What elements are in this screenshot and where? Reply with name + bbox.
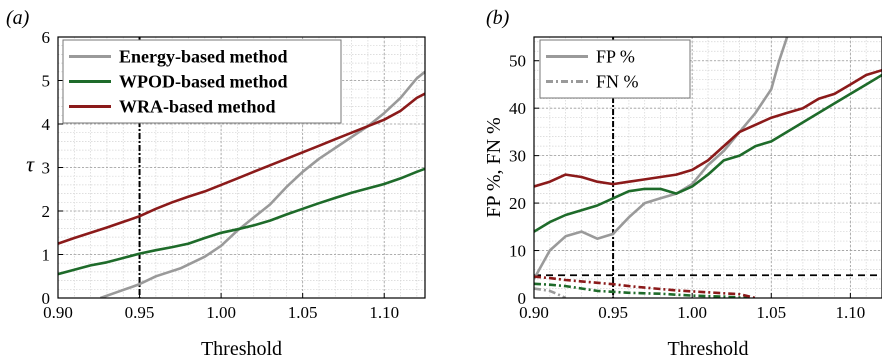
x-tick-label: 1.10 [369,303,399,322]
series-line-1 [58,167,425,276]
series-line-0 [99,70,425,298]
series-line-2 [58,92,425,245]
y-tick-label: 2 [42,202,51,221]
chart-panel-b: 0.90 0.95 1.00 1.05 1.10 0 10 20 30 40 50 Threshold… [483,7,882,360]
series-line-3 [534,287,567,298]
y-tick-label: 0 [42,289,51,308]
x-tick-label: 1.10 [835,303,865,322]
y-tick-label: 40 [509,99,526,118]
legend-label-0: Energy-based method [119,47,288,67]
legend-label-0: FP % [596,47,635,67]
x-axis-label: Threshold [201,338,282,360]
panel-label: (a) [6,7,30,29]
y-tick-label: 0 [518,289,527,308]
x-tick-label: 0.90 [519,303,549,322]
plot-content [534,37,882,298]
series-line-4 [534,282,748,298]
x-tick-label: 0.95 [125,303,155,322]
axes-frame [533,36,882,299]
y-tick-label: 5 [42,72,51,91]
y-axis-label: τ [26,152,35,177]
series-line-2 [534,68,882,188]
x-tick-label: 1.00 [677,303,707,322]
legend-label-1: WPOD-based method [119,72,288,92]
x-tick-label: 1.05 [288,303,318,322]
legend-label-2: WRA-based method [119,97,276,117]
y-tick-label: 10 [509,242,526,261]
panel-label: (b) [486,7,510,29]
y-tick-label: 50 [509,52,526,71]
x-tick-label: 0.95 [598,303,628,322]
y-axis-label: FP %, FN % [483,117,505,217]
series-line-5 [534,275,756,298]
y-tick-label: 30 [509,147,526,166]
x-axis-label: Threshold [667,338,748,360]
y-tick-label: 20 [509,194,526,213]
x-tick-label: 1.00 [206,303,236,322]
legend: Energy-based method WPOD-based method WRA-… [62,39,342,124]
legend-box [539,39,691,99]
plot-content [58,37,425,298]
y-tick-label: 4 [42,115,51,134]
y-tick-label: 1 [42,246,51,265]
y-tick-label: 3 [42,159,51,178]
chart-panel-a: 0.90 0.95 1.00 1.05 1.10 0 1 2 3 4 5 6 Threshold τ (a)… [6,7,426,360]
legend: FP % FN % [539,39,691,99]
series-line-0 [534,37,789,280]
series-line-1 [534,73,882,233]
y-tick-label: 6 [42,28,51,47]
x-tick-label: 1.05 [756,303,786,322]
legend-label-1: FN % [596,72,639,92]
x-tick-label: 0.90 [43,303,73,322]
